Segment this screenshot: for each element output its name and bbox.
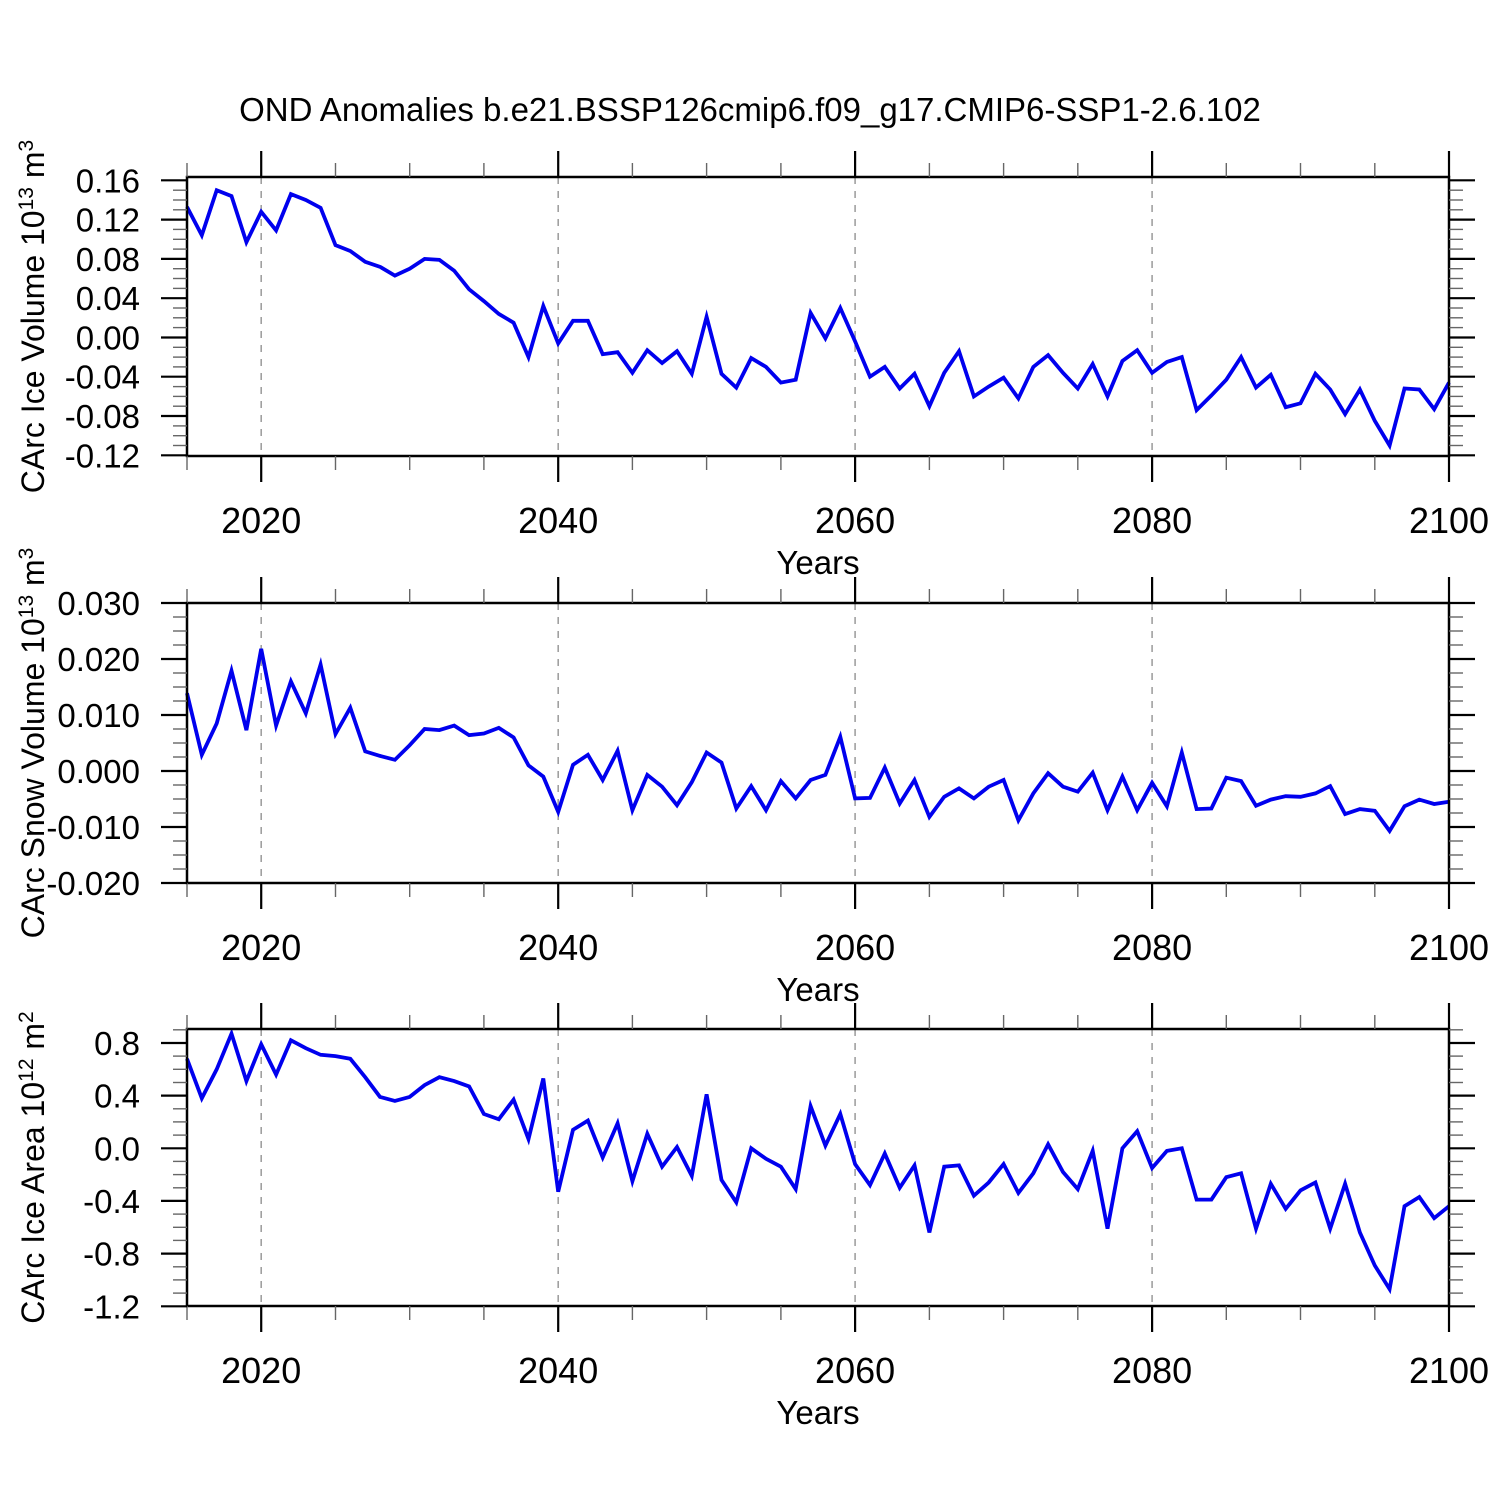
- x-tick-label: 2080: [1112, 500, 1192, 541]
- x-axis-label: Years: [776, 544, 859, 581]
- y-tick-label: 0.04: [76, 280, 140, 317]
- x-tick-label: 2020: [221, 927, 301, 968]
- y-tick-label: 0.030: [57, 585, 140, 622]
- data-line-ice-area: [185, 1028, 1451, 1295]
- x-tick-label: 2080: [1112, 1350, 1192, 1391]
- x-tick-label: 2040: [518, 1350, 598, 1391]
- x-tick-label: 2080: [1112, 927, 1192, 968]
- y-tick-label: 0.020: [57, 641, 140, 678]
- x-tick-label: 2060: [815, 1350, 895, 1391]
- data-line-ice-volume: [185, 187, 1451, 451]
- y-tick-label: -0.08: [65, 398, 140, 435]
- plot-frame: [185, 1027, 1451, 1308]
- x-tick-label: 2060: [815, 500, 895, 541]
- x-tick-label: 2100: [1409, 927, 1489, 968]
- y-tick-label: 0.000: [57, 753, 140, 790]
- x-tick-label: 2100: [1409, 500, 1489, 541]
- x-tick-label: 2040: [518, 500, 598, 541]
- y-tick-label: -0.010: [46, 809, 140, 846]
- x-tick-label: 2020: [221, 500, 301, 541]
- y-tick-label: -0.12: [65, 437, 140, 474]
- x-axis-label: Years: [776, 1394, 859, 1431]
- panel-snow-volume: 2020 2040 2060 2080 2100 0.030 0.020 0.010 0.000…: [15, 548, 1489, 1008]
- y-tick-label: 0.12: [76, 202, 140, 239]
- data-line-snow-volume: [185, 648, 1450, 835]
- y-tick-label: -0.4: [83, 1183, 140, 1220]
- y-tick-label: 0.0: [94, 1130, 140, 1167]
- y-tick-label: -0.020: [46, 865, 140, 902]
- y-tick-label: 0.00: [76, 320, 140, 357]
- y-axis-label: CArc Snow Volume 1013 m3: [15, 548, 51, 939]
- x-tick-label: 2040: [518, 927, 598, 968]
- y-tick-label: -0.04: [65, 359, 140, 396]
- y-axis-label: CArc Ice Area 1012 m2: [15, 1011, 51, 1323]
- y-tick-label: 0.08: [76, 241, 140, 278]
- panel-ice-area: 2020 2040 2060 2080 2100 0.8 0.4 0.0 -0.4 -0.8 -1.…: [15, 1003, 1489, 1431]
- panel-ice-volume: 2020 2040 2060 2080 2100 0.160.120.080.040.00…: [15, 140, 1489, 581]
- x-tick-label: 2100: [1409, 1350, 1489, 1391]
- y-tick-label: 0.4: [94, 1078, 140, 1115]
- x-axis-label: Years: [776, 971, 859, 1008]
- y-tick-label: 0.16: [76, 162, 140, 199]
- y-tick-label: -1.2: [83, 1288, 140, 1325]
- x-tick-label: 2020: [221, 1350, 301, 1391]
- y-axis-label: CArc Ice Volume 1013 m3: [15, 140, 51, 493]
- chart-title: OND Anomalies b.e21.BSSP126cmip6.f09_g17…: [239, 91, 1261, 128]
- y-tick-label: -0.8: [83, 1236, 140, 1273]
- y-tick-label: 0.010: [57, 697, 140, 734]
- y-tick-label: 0.8: [94, 1025, 140, 1062]
- x-tick-label: 2060: [815, 927, 895, 968]
- plot-frame: [185, 601, 1451, 885]
- plot-frame: [185, 175, 1451, 458]
